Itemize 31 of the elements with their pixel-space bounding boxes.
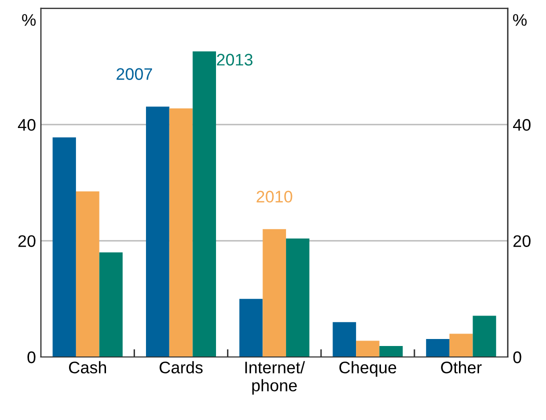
y-tick-label: 0	[27, 351, 36, 364]
x-tick-label: Cheque	[339, 361, 396, 377]
y2-tick-label: 0	[513, 351, 522, 364]
bar	[52, 137, 76, 357]
bar	[169, 108, 193, 357]
bar	[356, 340, 380, 357]
y2-axis-title: %	[513, 14, 527, 26]
series-label: 2010	[256, 190, 292, 203]
bar	[379, 346, 403, 357]
bar	[239, 298, 263, 357]
y-tick-label: 20	[18, 235, 36, 248]
y2-tick-label: 40	[513, 119, 531, 131]
bar	[332, 322, 356, 357]
bar	[426, 338, 450, 357]
y2-tick-label: 20	[513, 235, 531, 248]
bar	[192, 51, 216, 357]
bar	[286, 238, 310, 357]
y-axis-title: %	[22, 14, 36, 26]
bar	[262, 229, 286, 357]
bar	[76, 191, 100, 357]
y-tick-label: 40	[18, 119, 36, 131]
series-label: 2007	[116, 68, 152, 80]
x-tick-label: Internet/ phone	[245, 361, 305, 395]
x-tick-label: Other	[441, 361, 482, 374]
bar	[449, 334, 473, 357]
x-tick-label: Cash	[69, 361, 106, 374]
x-tick-label: Cards	[160, 361, 203, 374]
bar	[99, 252, 123, 357]
bar	[146, 106, 170, 357]
bar	[472, 316, 496, 357]
series-label: 2013	[216, 54, 252, 66]
